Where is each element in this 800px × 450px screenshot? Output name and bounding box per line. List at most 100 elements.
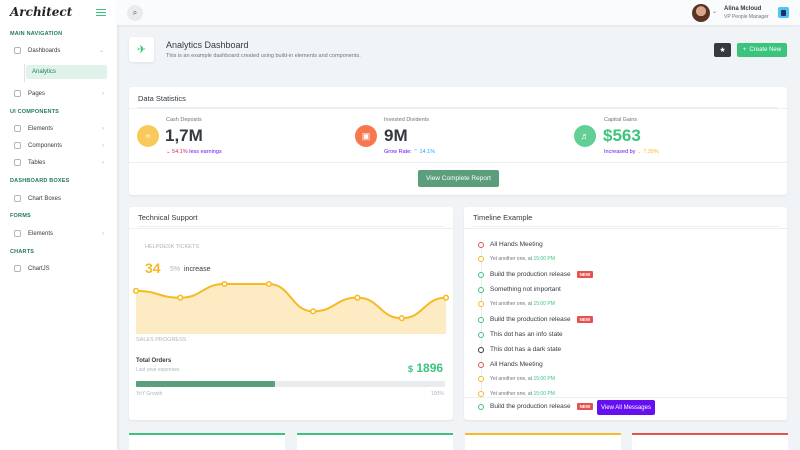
sidebar-item-label: Tables xyxy=(28,159,46,166)
helpdesk-area-chart xyxy=(132,280,450,334)
new-badge: NEW xyxy=(576,316,594,323)
section-main-navigation: MAIN NAVIGATION xyxy=(10,31,63,37)
section-dashboard-boxes: DASHBOARD BOXES xyxy=(10,178,70,184)
timeline-text: All Hands Meeting xyxy=(490,241,543,248)
create-new-button[interactable]: + Create New xyxy=(737,43,787,57)
timeline-item: All Hands Meeting xyxy=(478,241,543,248)
star-icon: ★ xyxy=(719,47,726,54)
sidebar-item-dashboards[interactable]: Dashboards ⌄ xyxy=(14,47,104,54)
view-complete-report-button[interactable]: View Complete Report xyxy=(418,170,499,187)
car-icon xyxy=(14,142,21,149)
sidebar-item-label: Dashboards xyxy=(28,47,61,54)
top-header xyxy=(117,0,800,25)
chart-point xyxy=(398,315,405,322)
stat-label: Invested Dividents xyxy=(384,117,429,123)
chart-point xyxy=(177,294,184,301)
calendar-icon[interactable] xyxy=(778,7,789,18)
view-all-messages-button[interactable]: View All Messages xyxy=(597,400,655,415)
chevron-down-icon: ⌄ xyxy=(98,48,104,54)
sidebar-item-components[interactable]: Components › xyxy=(14,142,104,149)
plane-icon: ✈ xyxy=(129,37,154,62)
timeline-sub-label: Yet another one, at xyxy=(490,256,533,262)
timeline-item: This dot has an info state xyxy=(478,331,563,338)
timeline-dot-icon xyxy=(478,331,484,338)
stat-value: $563 xyxy=(603,126,641,145)
timeline-dot-icon xyxy=(478,316,484,323)
sidebar-item-label: Components xyxy=(28,142,63,149)
pages-icon xyxy=(14,90,21,97)
card-title: Technical Support xyxy=(138,213,444,227)
chart-icon xyxy=(14,195,21,202)
timeline-dot-icon xyxy=(478,391,484,397)
timeline-item: All Hands Meeting xyxy=(478,361,543,368)
timeline-text: All Hands Meeting xyxy=(490,361,543,368)
chevron-right-icon: › xyxy=(102,159,104,166)
chevron-right-icon: › xyxy=(102,230,104,237)
stat-delta: Increased by ⌄ 7.35% xyxy=(604,149,659,155)
timeline-item: Build the production release NEW xyxy=(478,403,594,410)
chart-point xyxy=(442,294,450,301)
delta-value: 7.35% xyxy=(643,149,659,155)
orders-number: 1896 xyxy=(416,361,444,375)
sidebar-item-chartjs[interactable]: ChartJS xyxy=(14,265,104,272)
sidebar-item-label: Elements xyxy=(28,125,54,132)
sidebar-item-tables[interactable]: Tables › xyxy=(14,159,104,166)
helpdesk-label: HELPDESK TICKETS xyxy=(145,244,199,250)
stat-delta: Grow Rate: ⌃ 14.1% xyxy=(384,149,436,155)
timeline-subtext: Yet another one, at 15:00 PM xyxy=(490,301,555,307)
app-logo[interactable]: Architect xyxy=(10,5,73,19)
timeline-item: Yet another one, at 15:00 PM xyxy=(478,376,555,382)
stat-delta: ⌄ 54.1% less earnings xyxy=(166,149,222,155)
timeline-item: Yet another one, at 15:00 PM xyxy=(478,301,555,307)
sidebar-item-chart-boxes[interactable]: Chart Boxes xyxy=(14,195,104,202)
timeline-item: Something not important xyxy=(478,286,561,293)
sidebar-item-form-elements[interactable]: Elements › xyxy=(14,230,104,237)
chevron-down-icon[interactable]: ⌄ xyxy=(712,9,718,15)
favorite-button[interactable]: ★ xyxy=(714,43,731,57)
sidebar-item-label: ChartJS xyxy=(28,265,50,272)
timeline-dot-icon xyxy=(478,361,484,368)
divider xyxy=(129,108,787,109)
sidebar-item-label: Elements xyxy=(28,230,54,237)
timeline-time: 15:00 PM xyxy=(533,391,555,397)
sidebar-item-analytics[interactable]: Analytics xyxy=(26,65,107,79)
timeline-dot-icon xyxy=(478,403,484,410)
rocket-icon xyxy=(14,47,21,54)
section-charts: CHARTS xyxy=(10,249,35,255)
lightbulb-icon xyxy=(14,230,21,237)
diamond-icon xyxy=(14,125,21,132)
timeline-text: Build the production release xyxy=(490,316,571,323)
timeline-dot-icon xyxy=(478,241,484,248)
timeline-subtext: Yet another one, at 15:00 PM xyxy=(490,256,555,262)
table-icon xyxy=(14,159,21,166)
timeline-text: This dot has an info state xyxy=(490,331,563,338)
briefcase-icon: ▣ xyxy=(355,125,377,147)
sidebar-item-elements[interactable]: Elements › xyxy=(14,125,104,132)
avatar[interactable] xyxy=(692,4,710,22)
chart-point xyxy=(132,287,140,294)
divider xyxy=(464,397,787,398)
sidebar-item-label: Pages xyxy=(28,90,46,97)
sidebar-item-pages[interactable]: Pages › xyxy=(14,90,104,97)
ticket-trend: increase xyxy=(184,266,211,273)
new-badge: NEW xyxy=(576,271,594,278)
chart-point xyxy=(221,280,228,288)
stat-value: 1,7M xyxy=(165,126,203,145)
nav-tree-line xyxy=(24,64,25,82)
page-subtitle: This is an example dashboard created usi… xyxy=(166,53,361,59)
progress-left-label: YoY Growth xyxy=(136,391,163,397)
wallet-icon: ≈ xyxy=(137,125,159,147)
music-icon: ♬ xyxy=(574,125,596,147)
timeline-sub-label: Yet another one, at xyxy=(490,376,533,382)
plus-icon: + xyxy=(742,47,747,53)
hamburger-menu-icon[interactable] xyxy=(96,9,106,16)
section-forms: FORMS xyxy=(10,213,31,219)
timeline-subtext: Yet another one, at 15:00 PM xyxy=(490,376,555,382)
chart-point xyxy=(265,280,272,288)
progress-fill xyxy=(136,381,276,387)
search-icon[interactable]: ⌕ xyxy=(127,5,143,21)
stat-label: Capital Gains xyxy=(604,117,638,123)
delta-value: 54.1% xyxy=(172,149,188,155)
divider xyxy=(129,162,787,163)
timeline-dot-icon xyxy=(478,256,484,262)
